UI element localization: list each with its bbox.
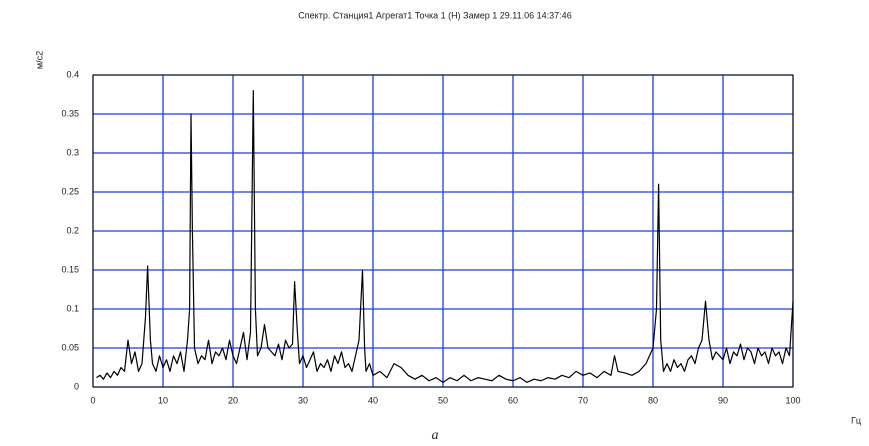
x-tick-label: 50	[438, 395, 448, 405]
x-tick-label: 90	[718, 395, 728, 405]
y-tick-label: 0.1	[66, 303, 79, 313]
x-tick-label: 20	[228, 395, 238, 405]
x-tick-label: 10	[158, 395, 168, 405]
x-tick-label: 30	[298, 395, 308, 405]
y-tick-label: 0.05	[61, 342, 79, 352]
y-tick-label: 0.25	[61, 186, 79, 196]
spectrum-line	[96, 90, 794, 383]
x-tick-label: 40	[368, 395, 378, 405]
chart-title: Спектр. Станция1 Агрегат1 Точка 1 (H) За…	[298, 10, 571, 20]
y-tick-label: 0.4	[66, 69, 79, 79]
x-axis-label: Гц	[851, 415, 861, 425]
y-tick-label: 0	[74, 381, 79, 391]
y-tick-label: 0.2	[66, 225, 79, 235]
y-tick-label: 0.3	[66, 147, 79, 157]
x-tick-label: 80	[648, 395, 658, 405]
caption: a	[432, 428, 439, 443]
x-tick-label: 0	[90, 395, 95, 405]
x-tick-label: 100	[785, 395, 800, 405]
y-tick-label: 0.35	[61, 108, 79, 118]
y-tick-label: 0.15	[61, 264, 79, 274]
plot-frame	[92, 74, 794, 388]
x-tick-label: 70	[578, 395, 588, 405]
y-axis-label: м/с2	[34, 51, 44, 69]
x-tick-label: 60	[508, 395, 518, 405]
